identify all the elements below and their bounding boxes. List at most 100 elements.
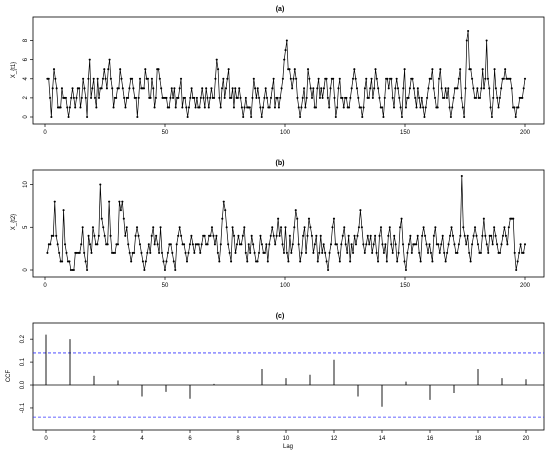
data-point: [310, 234, 313, 237]
panel-a-title: (a): [276, 6, 285, 13]
data-point: [346, 251, 349, 254]
data-point: [513, 251, 516, 254]
data-point: [515, 268, 518, 272]
data-point: [360, 226, 363, 229]
data-point: [224, 87, 228, 90]
data-point: [108, 200, 111, 203]
data-point: [322, 87, 325, 90]
x-tick-label: 4: [140, 436, 144, 442]
data-point: [134, 234, 137, 237]
data-point: [113, 251, 117, 254]
data-point: [375, 77, 378, 80]
data-point: [370, 77, 373, 80]
data-point: [472, 87, 475, 90]
data-point: [78, 87, 81, 90]
data-point: [160, 251, 164, 254]
data-point: [269, 96, 273, 99]
y-tick-label: 10: [23, 181, 29, 188]
data-point: [453, 243, 456, 246]
data-point: [152, 87, 155, 90]
data-point: [293, 226, 296, 229]
data-point: [259, 234, 262, 237]
data-point: [447, 243, 450, 246]
data-point: [276, 96, 279, 99]
data-point: [328, 106, 331, 109]
data-point: [68, 260, 71, 263]
data-point: [320, 87, 323, 90]
data-point: [124, 234, 127, 237]
data-point: [482, 87, 486, 90]
data-point: [416, 87, 419, 90]
data-point: [369, 234, 372, 237]
data-point: [216, 251, 219, 254]
data-point: [485, 39, 488, 42]
data-point: [409, 234, 412, 237]
data-point: [208, 234, 211, 237]
data-point: [54, 77, 57, 80]
data-point: [75, 96, 78, 99]
x-tick-label: 12: [331, 436, 338, 442]
data-point: [103, 234, 106, 237]
data-point: [456, 251, 459, 254]
data-point: [418, 96, 421, 99]
data-point: [252, 243, 255, 246]
data-point: [206, 96, 209, 99]
data-point: [297, 243, 300, 246]
data-point: [441, 234, 444, 237]
x-tick-label: 8: [236, 436, 240, 442]
data-point: [388, 226, 391, 229]
data-point: [338, 77, 341, 80]
x-tick-label: 0: [44, 436, 48, 442]
data-point: [459, 68, 462, 71]
data-point: [121, 200, 124, 203]
data-point: [274, 243, 277, 246]
data-point: [215, 234, 218, 237]
data-point: [509, 217, 512, 220]
data-point: [394, 243, 397, 246]
data-point: [465, 39, 468, 42]
data-point: [174, 268, 177, 272]
data-point: [338, 260, 341, 263]
data-point: [200, 243, 203, 246]
data-point: [450, 226, 453, 229]
data-point: [350, 243, 353, 246]
data-point: [420, 96, 423, 99]
data-point: [197, 243, 200, 246]
data-point: [457, 77, 460, 80]
data-point: [331, 226, 334, 229]
panel-b: (b) 0 50 100 150 200 0 5 10 X_{t2}: [11, 160, 545, 289]
data-point: [498, 251, 502, 254]
data-point: [187, 106, 191, 109]
data-point: [381, 243, 384, 246]
data-point: [378, 96, 381, 99]
data-point: [513, 106, 516, 109]
data-point: [334, 115, 337, 119]
data-point: [336, 106, 339, 109]
data-point: [74, 251, 77, 254]
data-point: [439, 68, 442, 71]
data-point: [451, 106, 454, 109]
data-point: [425, 243, 428, 246]
data-point: [461, 106, 464, 109]
data-point: [469, 68, 472, 71]
data-point: [443, 96, 446, 99]
data-point: [285, 39, 288, 42]
data-point: [97, 234, 100, 237]
data-point: [92, 77, 95, 80]
data-point: [363, 251, 366, 254]
data-point: [488, 234, 491, 237]
data-point: [50, 115, 53, 119]
data-point: [297, 106, 300, 109]
data-point: [103, 68, 106, 71]
data-point: [175, 243, 178, 246]
data-point: [118, 200, 121, 203]
data-point: [407, 243, 410, 246]
x-tick-label: 150: [400, 130, 411, 136]
data-point: [481, 234, 484, 237]
data-point: [178, 226, 181, 229]
data-point: [271, 87, 274, 90]
data-point: [504, 68, 507, 71]
data-point: [94, 243, 97, 246]
data-point: [462, 226, 465, 229]
data-point: [352, 251, 355, 254]
